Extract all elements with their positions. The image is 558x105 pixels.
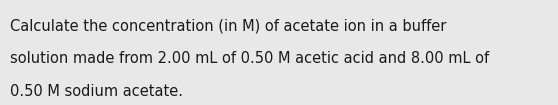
Text: solution made from 2.00 mL of 0.50 M acetic acid and 8.00 mL of: solution made from 2.00 mL of 0.50 M ace… [10,51,489,66]
Text: 0.50 M sodium acetate.: 0.50 M sodium acetate. [10,84,183,99]
Text: Calculate the concentration (in M) of acetate ion in a buffer: Calculate the concentration (in M) of ac… [10,19,446,34]
